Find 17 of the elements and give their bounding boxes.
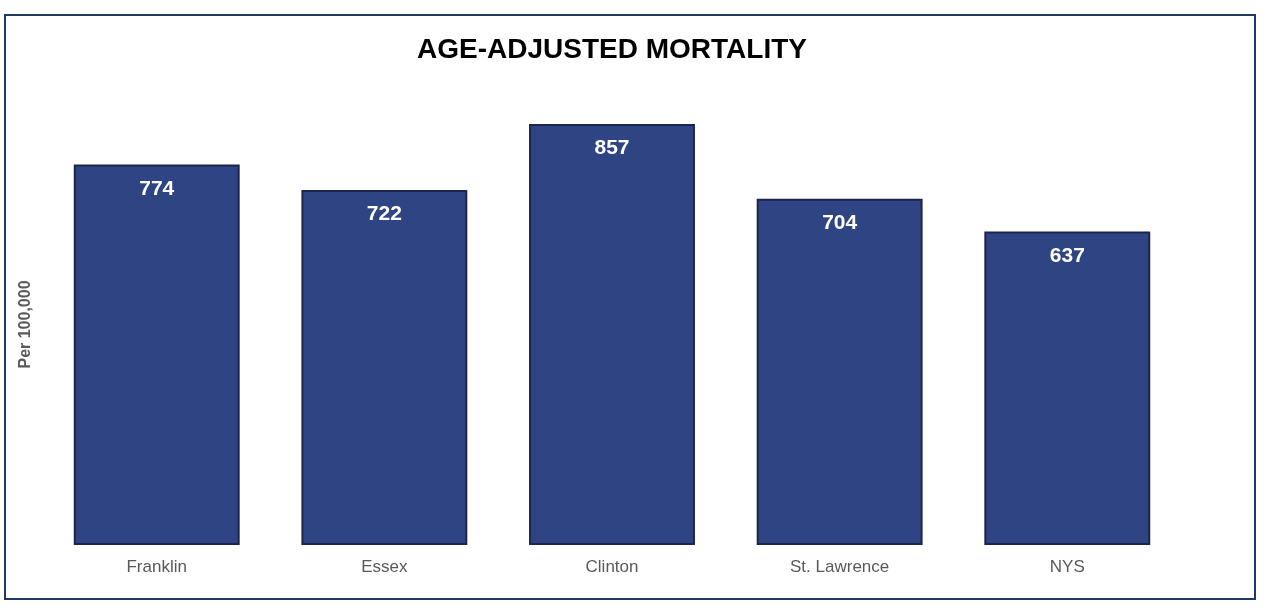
data-label: 722 <box>366 201 402 225</box>
x-tick-label: Clinton <box>585 556 639 576</box>
y-axis-title: Per 100,000 <box>15 280 33 369</box>
data-label: 637 <box>1049 242 1085 266</box>
bar <box>756 198 923 545</box>
x-tick-label: St. Lawrence <box>790 556 890 576</box>
data-label: 704 <box>822 209 858 233</box>
bar <box>529 124 695 545</box>
bar <box>984 231 1151 545</box>
chart-title: AGE-ADJUSTED MORTALITY <box>417 33 808 64</box>
bar <box>301 190 468 545</box>
bar <box>73 164 240 545</box>
data-label: 857 <box>594 135 630 159</box>
x-tick-label: Essex <box>361 556 408 576</box>
data-label: 774 <box>139 175 175 199</box>
x-tick-label: Franklin <box>126 556 187 576</box>
x-tick-label: NYS <box>1049 556 1085 576</box>
